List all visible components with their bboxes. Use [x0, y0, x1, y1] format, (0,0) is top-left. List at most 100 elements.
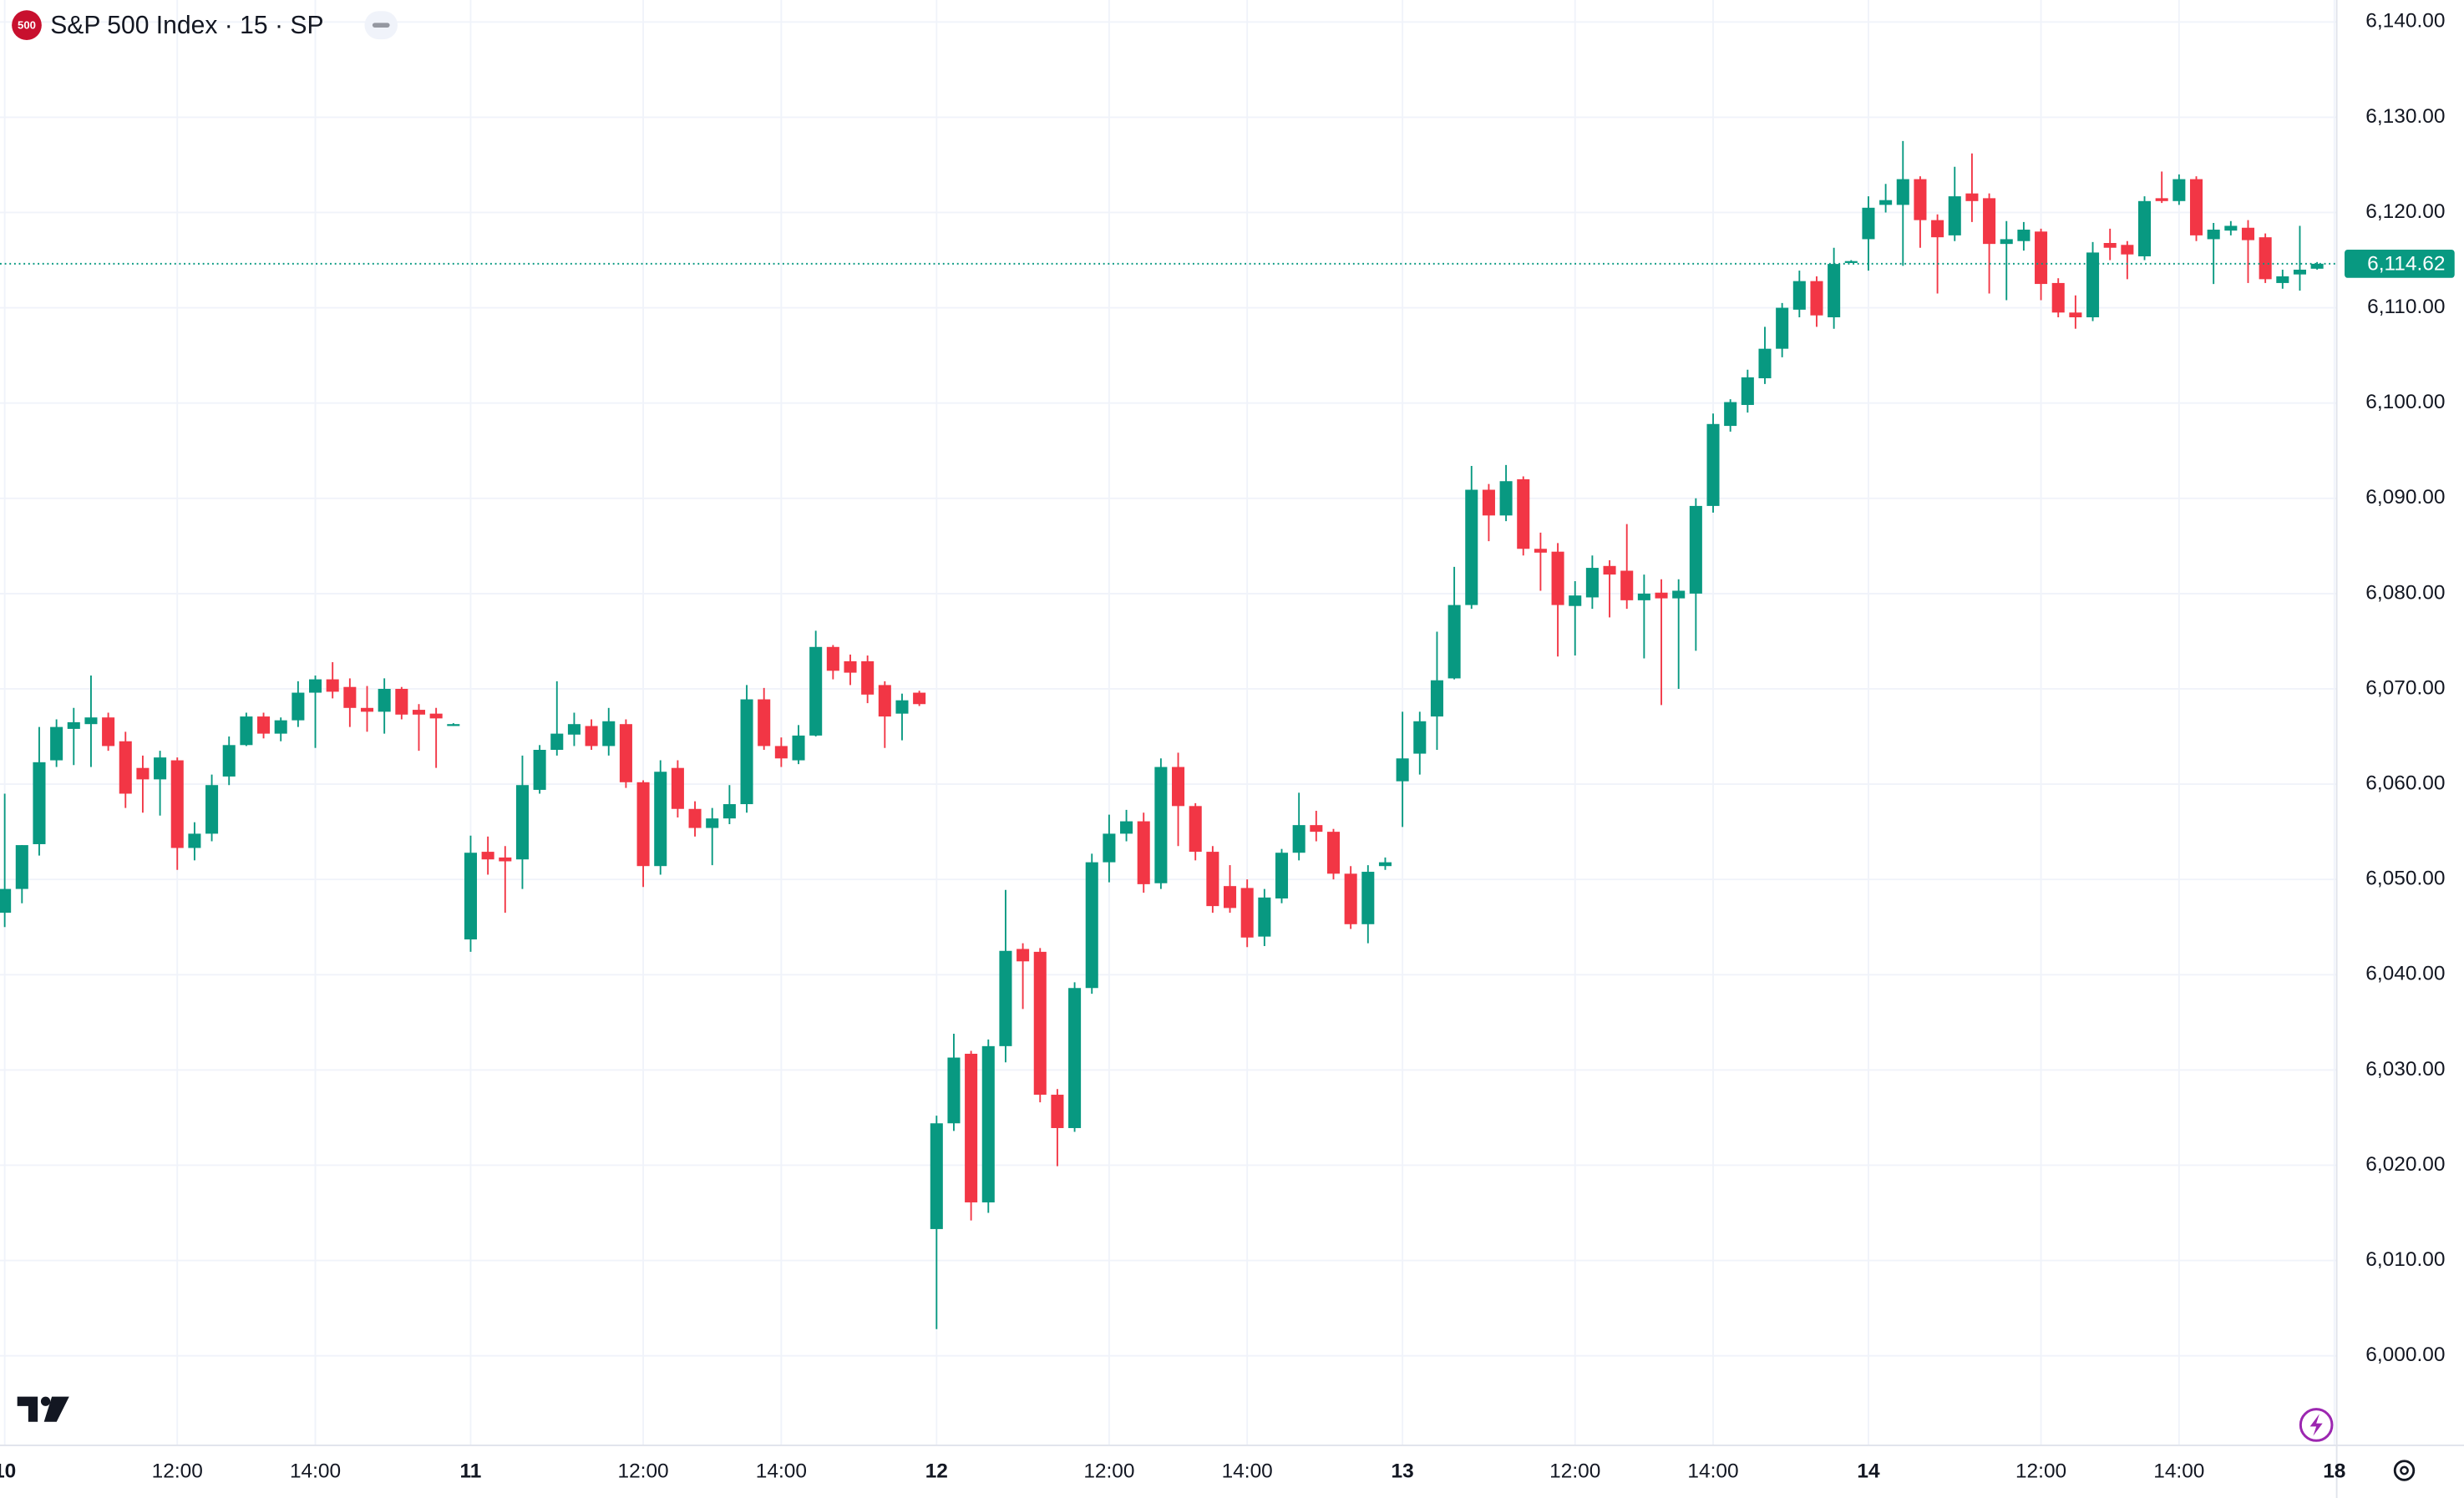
candle-body [2103, 243, 2117, 248]
candle-body [1103, 833, 1116, 863]
chart-title: S&P 500 Index · 15 · SP [50, 12, 323, 39]
candle-body [67, 721, 80, 729]
candle-body [1896, 179, 1909, 205]
candle-body [1189, 806, 1202, 853]
gear-center [2400, 1465, 2409, 1475]
candle-body [844, 660, 857, 673]
y-tick-label: 6,050.00 [2365, 868, 2445, 890]
candle-body [343, 686, 357, 708]
candle-body [999, 950, 1012, 1046]
candle-body [981, 1045, 995, 1202]
candle-body [136, 767, 150, 780]
candle-body [1948, 196, 1961, 235]
candle-body [2086, 252, 2100, 317]
candle-body [1292, 825, 1306, 853]
y-tick-label: 6,130.00 [2365, 105, 2445, 128]
lightning-ring [2299, 1408, 2334, 1442]
legend-header: 500 S&P 500 Index · 15 · SP [12, 10, 398, 41]
candle-body [464, 853, 477, 940]
candle-body [429, 713, 443, 719]
candle-body [1017, 949, 1030, 962]
candle-body [913, 692, 926, 705]
y-tick-label: 6,140.00 [2365, 10, 2445, 33]
candle-body [1844, 261, 1858, 263]
candle-body [2310, 263, 2324, 269]
y-tick-label: 6,020.00 [2365, 1153, 2445, 1176]
candle-body [809, 646, 823, 736]
candle-body [1361, 872, 1375, 924]
candle-body [636, 782, 650, 867]
candle-body [1603, 565, 1616, 575]
candle-body [1430, 680, 1443, 717]
candle-body [1534, 549, 1547, 553]
candle-body [1569, 595, 1582, 606]
candle-body [1206, 852, 1219, 907]
candle-body [2121, 245, 2134, 255]
candle-body [826, 646, 839, 671]
last-price-badge [2345, 249, 2455, 278]
candle-body [1051, 1095, 1064, 1128]
candle-body [1258, 897, 1271, 937]
candle-body [222, 745, 236, 777]
candle-body [1879, 200, 1893, 205]
candle-body [602, 721, 616, 746]
candle-body [2224, 225, 2238, 231]
candle-body [706, 818, 719, 828]
x-tick-label: 14:00 [756, 1460, 807, 1482]
symbol-badge [12, 10, 42, 41]
candle-body [274, 720, 287, 734]
candle-body [654, 772, 667, 867]
candle-body [2293, 269, 2306, 275]
collapse-icon [372, 23, 390, 28]
candle-body [1499, 481, 1513, 516]
x-tick-label: 12:00 [2015, 1460, 2066, 1482]
candle-body [1965, 193, 1979, 201]
candle-body [861, 660, 875, 695]
candle-body [930, 1123, 943, 1229]
x-tick-label: 14:00 [1687, 1460, 1738, 1482]
candle-body [1706, 423, 1720, 506]
x-tick-label: 11 [460, 1460, 482, 1482]
candle-body [1758, 348, 1772, 379]
x-tick-label: 14 [1857, 1460, 1880, 1482]
candle-body [2276, 276, 2289, 283]
candle-body [1275, 853, 1289, 898]
tv-logo-part [17, 1396, 38, 1422]
x-tick-label: 10 [0, 1460, 16, 1482]
lightning-button[interactable] [2299, 1408, 2334, 1442]
candle-body [84, 717, 98, 725]
candle-body [1776, 307, 1789, 349]
y-tick-label: 6,060.00 [2365, 772, 2445, 795]
candle-body [1983, 198, 1996, 245]
candle-body [2172, 179, 2186, 201]
candle-body [15, 845, 28, 889]
candle-body [395, 688, 408, 715]
candle-body [2189, 179, 2203, 235]
y-tick-label: 6,120.00 [2365, 200, 2445, 223]
candle-body [1120, 821, 1133, 834]
y-tick-label: 6,040.00 [2365, 963, 2445, 985]
candle-body [1154, 767, 1168, 883]
candle-body [1931, 220, 1944, 238]
candle-body [154, 757, 167, 780]
candle-body [1585, 568, 1599, 598]
candle-body [515, 785, 529, 860]
candle-body [533, 750, 546, 790]
candle-body [499, 857, 512, 862]
candle-body [1862, 207, 1875, 240]
tv-logo-part [40, 1396, 51, 1406]
candle-body [1672, 590, 1686, 599]
y-tick-label: 6,090.00 [2365, 486, 2445, 509]
candle-body [2137, 200, 2152, 256]
candle-body [378, 688, 391, 712]
x-tick-label: 12:00 [152, 1460, 203, 1482]
candle-body [878, 685, 891, 717]
candle-body [1033, 951, 1047, 1096]
settings-button[interactable] [2393, 1460, 2416, 1481]
x-tick-label: 12:00 [617, 1460, 668, 1482]
tv-logo [17, 1396, 69, 1422]
candle-body [2035, 231, 2048, 285]
